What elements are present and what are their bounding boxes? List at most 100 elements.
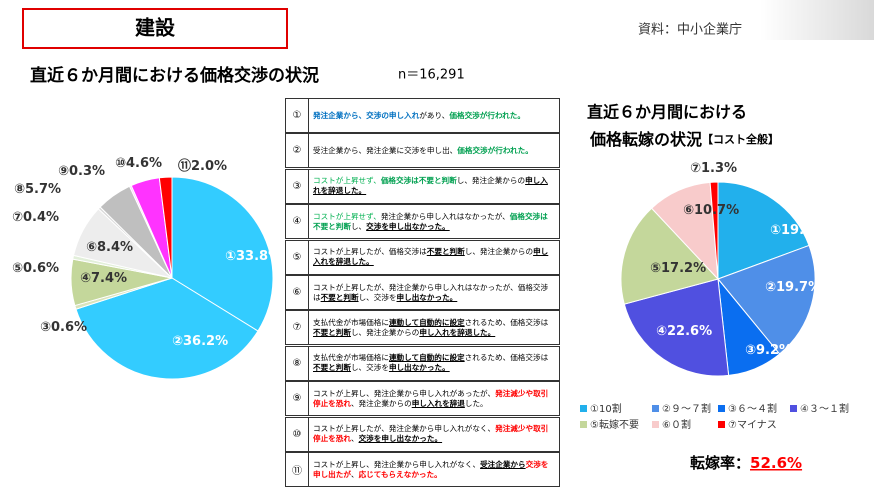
label-value: 33.8% [236,249,281,264]
text-segment: 価格交渉が行われた。 [457,145,533,155]
table-row: ⑥ コストが上昇したが、発注企業から申し入れはなかったが、価格交渉は不要と判断し、… [285,275,560,310]
text-segment: 交渉を申し出たが [313,459,549,479]
table-row: ④ コストが上昇せず、発注企業から申し入れはなかったが、価格交渉は不要と判断し、交… [285,204,560,240]
row-number: ④ [286,205,309,239]
pie-slice [171,176,274,332]
row-number: ② [286,134,309,168]
text-segment: し、発注企業からの [456,176,526,186]
pie-slice [620,207,719,305]
label-value: 9.2% [756,343,792,358]
legend-swatch [718,405,725,412]
text-segment: コストが上昇し、発注企業から申し入れがあったが、 [313,388,496,398]
data-label: ⑧5.7% [14,182,61,197]
data-label: ①33.8% [225,249,281,264]
legend-swatch [580,405,587,412]
chart-title: 直近６か月間における価格交渉の状況 [30,65,319,86]
table-row: ⑦ 支払代金が市場価格に連動して自動的に設定されるため、価格交渉は不要と判断し、発… [285,310,560,346]
text-segment: コストが上昇したが、発注企業から申し入れはなかったが、価格交渉は [313,282,549,302]
text-segment: されるため、価格交渉は [464,317,549,327]
text-segment: 申し出なかった。 [396,292,458,302]
label-marker: ⑧ [14,182,25,197]
pie-slice [717,244,816,355]
legend-label: ①10割 [590,402,622,415]
label-value: 5.7% [25,182,61,197]
label-marker: ⑥ [683,203,694,218]
text-segment: 支払代金が市場価格に [313,353,389,363]
label-marker: ⑩ [115,156,126,171]
text-segment: 応じてもらえなかった。 [358,469,442,479]
data-label: ④7.4% [80,271,127,286]
data-label: ④22.6% [656,324,712,339]
text-segment: があり、 [419,110,450,120]
row-text: 発注企業から、交渉の申し入れがあり、価格交渉が行われた。 [309,99,559,132]
legend-label: ⑦マイナス [728,419,777,431]
note: 転嫁率：52.6% [690,454,802,472]
legend-label: ④３～１割 [800,402,849,415]
label-value: 10.7% [694,203,739,218]
table-row: ③ コストが上昇せず、価格交渉は不要と判断し、発注企業からの申し入れを辞退した。 [285,168,560,204]
data-label: ⑦0.4% [12,210,59,225]
text-segment: 不要と判断 [426,247,465,257]
row-text: 支払代金が市場価格に連動して自動的に設定されるため、価格交渉は不要と判断し、発注… [309,311,559,344]
row-number: ⑧ [286,346,309,380]
text-segment: 受注企業から、発注企業に交渉を申し出、 [313,145,458,155]
label-value: 0.4% [23,210,59,225]
chart-title: 直近６か月間における [587,103,747,122]
row-text: コストが上昇し、発注企業から申し入れがなく、受注企業から交渉を申し出たが、応じて… [309,453,559,486]
text-segment: 不要と判断 [313,327,351,337]
data-label: ⑤17.2% [650,261,706,276]
text-segment: 申し入れを辞退 [411,398,465,408]
row-number: ⑤ [286,240,309,274]
label-value: 2.0% [191,159,227,174]
text-segment: 連動して自動的に設定 [388,353,465,363]
row-text: コストが上昇せず、発注企業から申し入れはなかったが、価格交渉は不要と判断し、交渉… [309,205,559,238]
text-segment: し、交渉を [350,363,389,373]
text-segment: 、 [350,434,359,444]
legend-swatch [652,405,659,412]
label-marker: ④ [80,271,91,286]
row-text: 受注企業から、発注企業に交渉を申し出、価格交渉が行われた。 [309,134,559,167]
table-row: ⑩ コストが上昇したが、発注企業から申し入れがなく、発注減少や取引停止を恐れ、交渉… [285,416,560,452]
row-text: 支払代金が市場価格に連動して自動的に設定されるため、価格交渉は不要と判断し、交渉… [309,347,559,380]
text-segment: 不要と判断 [313,363,351,373]
label-value: 4.6% [126,156,162,171]
legend-swatch [580,421,587,428]
text-segment: 交渉を申し出なかった。 [358,434,443,444]
text-segment: 価格交渉は不要と判断 [313,211,548,231]
table-row: ⑨ コストが上昇し、発注企業から申し入れがあったが、発注減少や取引停止を恐れ、発注… [285,381,560,417]
label-marker: ⑤ [12,261,23,276]
label-marker: ⑦ [690,161,701,176]
label-value: 22.6% [667,324,712,339]
text-segment: 価格交渉が行われた。 [449,110,525,120]
table-row: ⑤ コストが上昇したが、価格交渉は不要と判断し、発注企業からの申し入れを辞退した。 [285,239,560,275]
chart-title: 価格転嫁の状況【コスト全般】 [589,130,779,149]
text-segment: されるため、価格交渉は [464,353,549,363]
data-label: ③0.6% [40,320,87,335]
row-text: コストが上昇したが、発注企業から申し入れがなく、発注減少や取引停止を恐れ、交渉を… [309,418,559,451]
text-segment: 不要と判断 [320,292,359,302]
header-title: 建設 [135,16,176,40]
text-segment: し、 [350,221,367,231]
data-label: ②19.7% [765,280,821,295]
label-marker: ⑦ [12,210,23,225]
legend-label: ②９～７割 [662,402,711,415]
legend-label: ⑥０割 [662,418,691,431]
text-segment: し、交渉を [358,292,397,302]
row-number: ⑦ [286,311,309,345]
label-marker: ④ [656,324,667,339]
label-value: 19.7% [776,280,821,295]
label-value: 0.6% [23,261,59,276]
text-segment: 価格交渉は不要と判断 [380,176,457,186]
row-number: ⑩ [286,417,309,451]
label-value: 36.2% [183,334,228,349]
label-marker: ⑥ [86,240,97,255]
table-row: ② 受注企業から、発注企業に交渉を申し出、価格交渉が行われた。 [285,133,560,169]
label-marker: ③ [745,343,756,358]
header-box [22,8,288,49]
text-segment: 申し入れを辞退した。 [313,176,548,196]
text-segment: 受注企業から [480,459,526,469]
label-marker: ② [765,280,776,295]
label-marker: ① [225,249,236,264]
